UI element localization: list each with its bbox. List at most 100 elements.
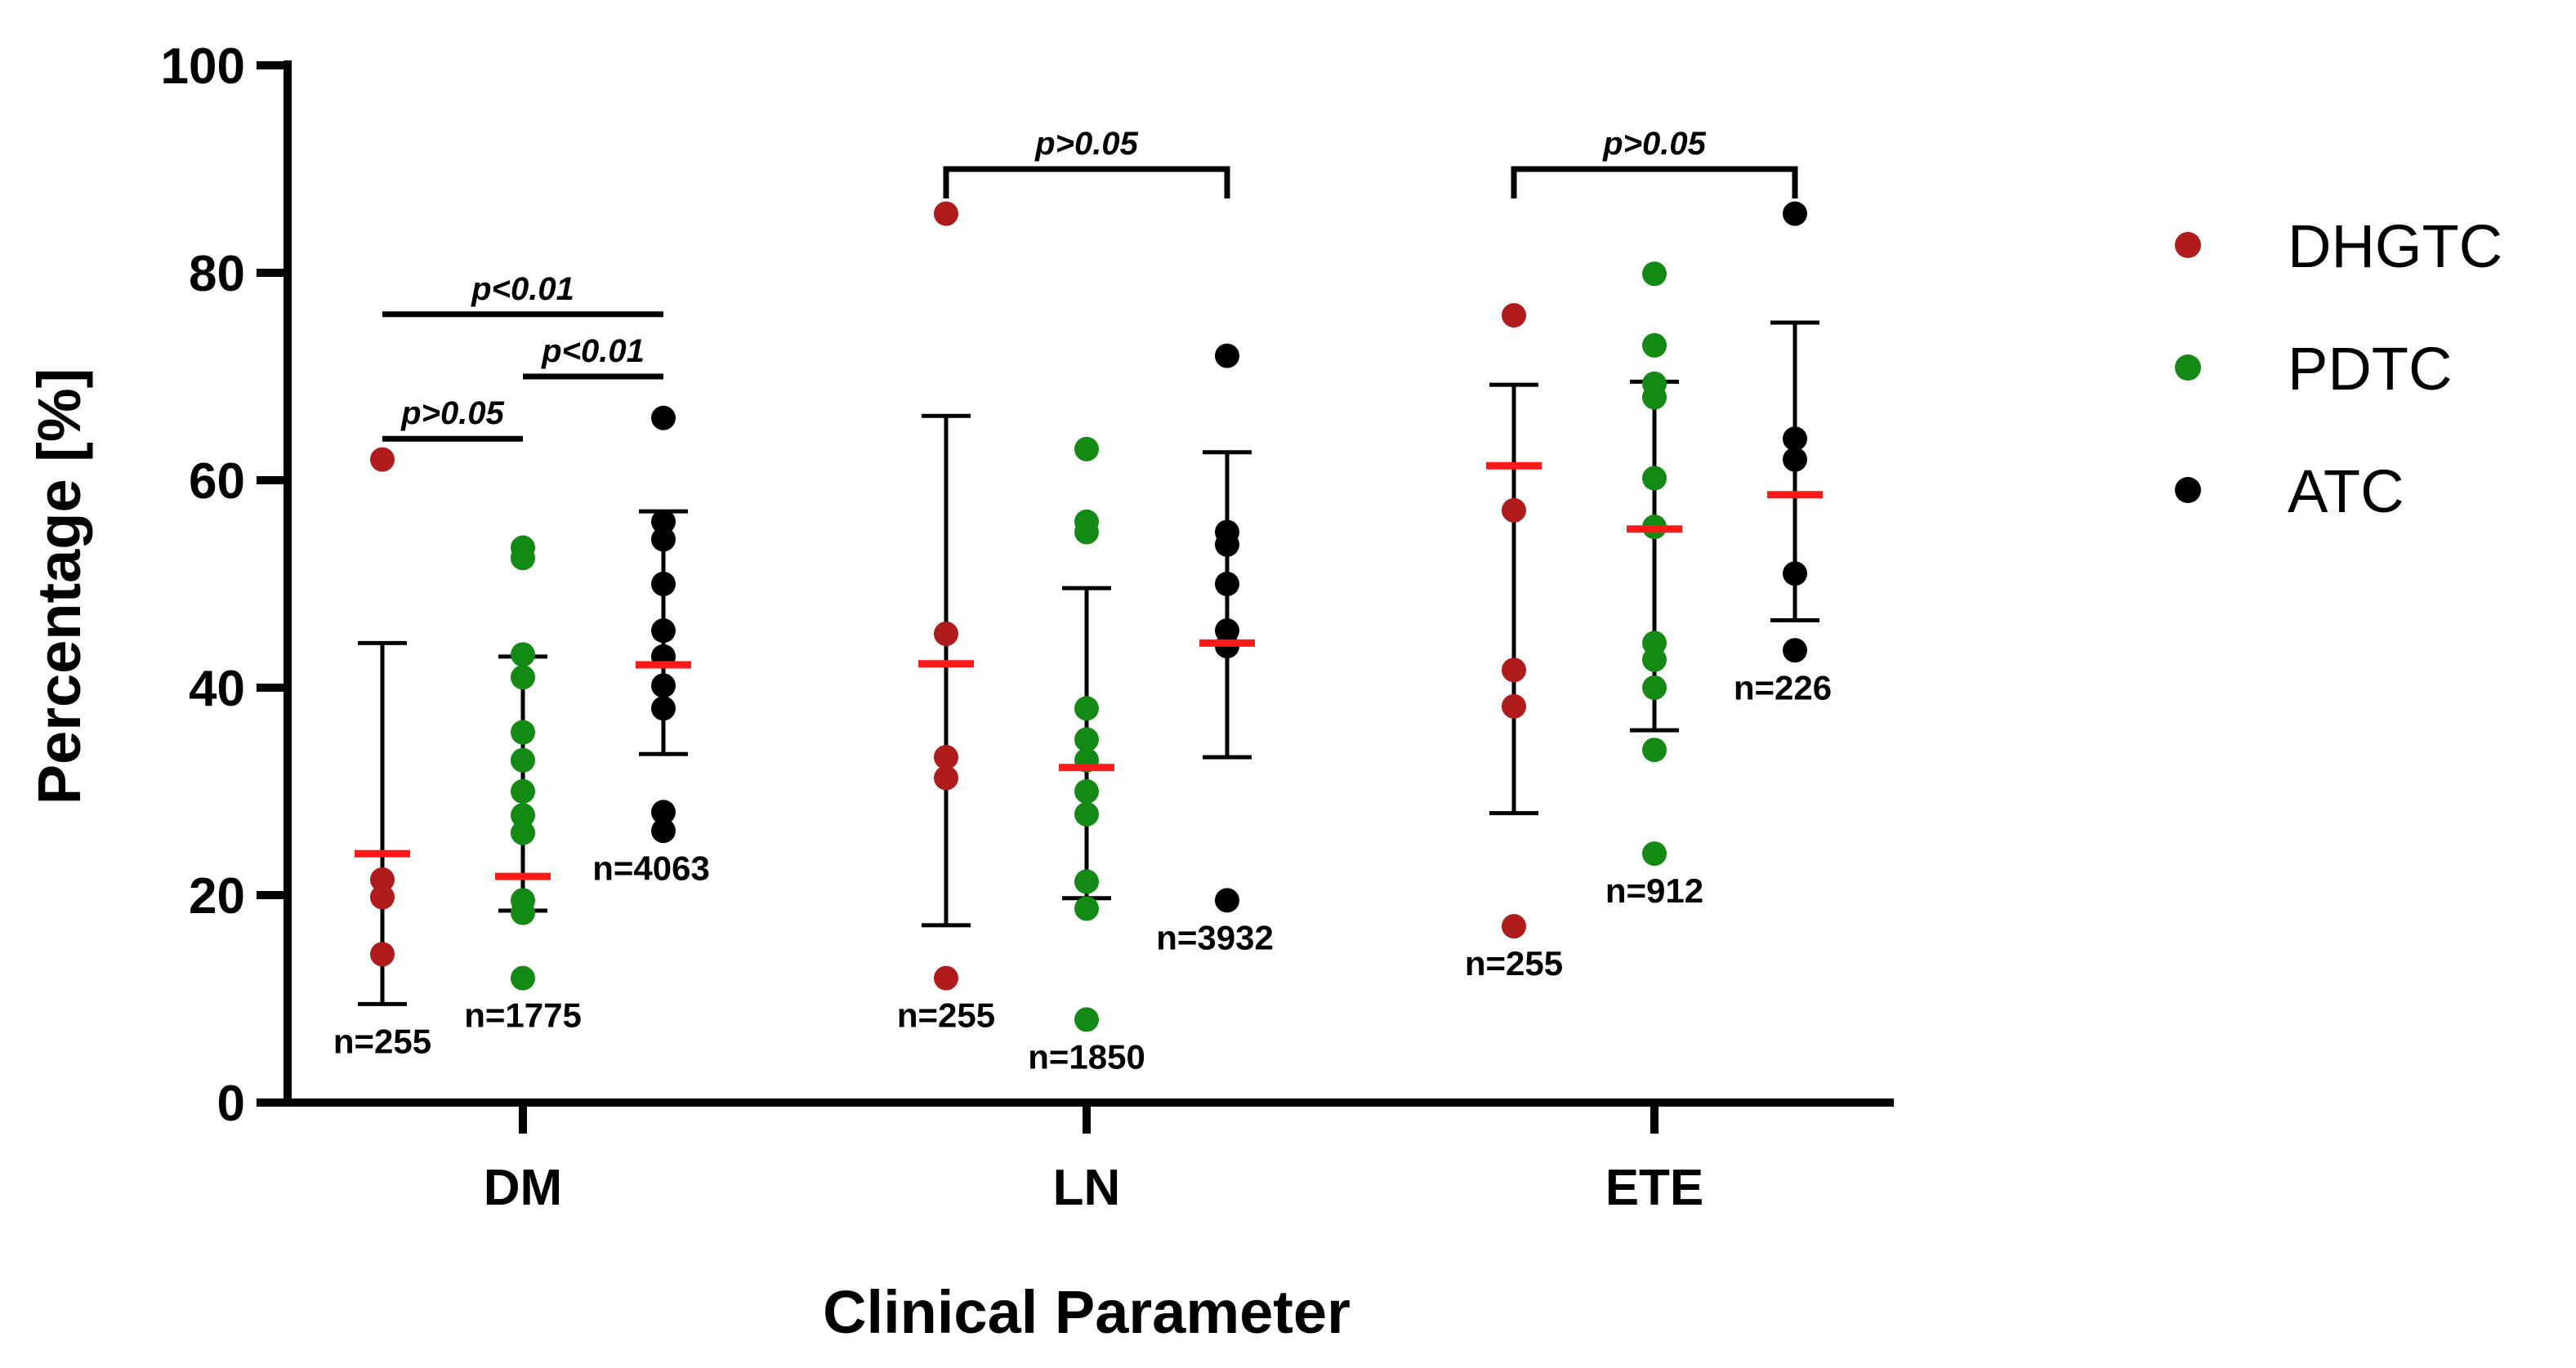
data-point-atc — [1215, 572, 1239, 596]
data-point-atc — [651, 509, 676, 534]
n-label-pdtc-ete: n=912 — [1605, 871, 1703, 910]
x-axis-title: Clinical Parameter — [823, 1278, 1351, 1346]
y-tick-label: 80 — [189, 246, 245, 302]
n-label-atc-ln: n=3932 — [1156, 918, 1274, 956]
data-point-pdtc — [1074, 696, 1099, 721]
data-point-pdtc — [511, 720, 535, 745]
data-point-atc — [651, 405, 676, 430]
significance-brackets: p<0.01 p<0.01 p>0.05 p>0.05 p>0.05 — [382, 126, 1798, 442]
data-point-atc — [1215, 343, 1239, 368]
p-value-label: p<0.01 — [541, 333, 645, 369]
data-point-pdtc — [511, 642, 535, 667]
data-point-pdtc — [511, 747, 535, 773]
data-point-dhgtc — [934, 201, 958, 226]
data-point-pdtc — [1642, 737, 1667, 763]
y-tick-label: 40 — [189, 661, 245, 717]
data-point-pdtc — [1642, 647, 1667, 672]
data-point-dhgtc — [934, 965, 958, 991]
data-point-pdtc — [1074, 519, 1099, 545]
y-tick-label: 60 — [189, 453, 245, 510]
data-point-pdtc — [1074, 869, 1099, 894]
data-point-dhgtc — [1502, 657, 1526, 683]
p-value-label: p<0.01 — [471, 271, 574, 307]
legend: DHGTC PDTC ATC — [2175, 212, 2502, 525]
data-point-dhgtc — [1502, 914, 1526, 939]
legend-label-dhgtc: DHGTC — [2288, 212, 2502, 280]
p-value-label: p>0.05 — [1602, 126, 1706, 162]
y-tick-label: 100 — [161, 38, 245, 95]
data-point-atc — [1783, 426, 1807, 452]
data-point-pdtc — [1074, 436, 1099, 461]
data-point-atc — [651, 818, 676, 844]
data-point-atc — [1783, 447, 1807, 472]
legend-marker-dhgtc — [2175, 232, 2201, 258]
data-points — [370, 201, 1807, 1032]
category-label-ln: LN — [1053, 1160, 1121, 1216]
data-point-pdtc — [511, 803, 535, 828]
data-point-pdtc — [1074, 896, 1099, 921]
category-label-ete: ETE — [1605, 1160, 1704, 1216]
p-value-label: p>0.05 — [400, 395, 504, 431]
data-point-dhgtc — [934, 765, 958, 791]
data-point-pdtc — [1074, 1007, 1099, 1032]
category-label-dm: DM — [484, 1160, 562, 1216]
data-point-pdtc — [1074, 801, 1099, 827]
p-value-label: p>0.05 — [1034, 126, 1138, 162]
n-label-atc-dm: n=4063 — [592, 849, 710, 887]
data-point-dhgtc — [370, 942, 395, 967]
data-point-pdtc — [1642, 841, 1667, 867]
n-label-dhgtc-dm: n=255 — [333, 1022, 431, 1060]
legend-item-pdtc: PDTC — [2175, 335, 2452, 403]
data-point-pdtc — [511, 900, 535, 925]
sample-size-labels: n=255 n=255 n=255 n=1775 n=1850 n=912 n=4063 n=… — [333, 668, 1832, 1076]
data-point-atc — [651, 527, 676, 552]
data-point-atc — [651, 673, 676, 698]
data-point-atc — [651, 572, 676, 596]
data-point-dhgtc — [370, 867, 395, 892]
data-point-dhgtc — [934, 745, 958, 770]
data-point-atc — [1783, 638, 1807, 663]
data-point-atc — [651, 696, 676, 721]
data-point-atc — [1783, 561, 1807, 586]
bracket-ete — [1511, 166, 1798, 198]
n-label-dhgtc-ln: n=255 — [897, 996, 995, 1035]
data-point-pdtc — [511, 965, 535, 991]
data-point-pdtc — [511, 820, 535, 845]
n-label-pdtc-ln: n=1850 — [1028, 1037, 1145, 1076]
legend-marker-atc — [2175, 477, 2201, 503]
data-point-pdtc — [1642, 466, 1667, 491]
data-point-pdtc — [511, 779, 535, 804]
data-point-atc — [1215, 532, 1239, 557]
legend-item-atc: ATC — [2175, 457, 2404, 525]
data-point-dhgtc — [1502, 693, 1526, 719]
legend-label-atc: ATC — [2288, 457, 2404, 525]
data-point-pdtc — [1642, 261, 1667, 287]
data-point-pdtc — [1074, 727, 1099, 752]
data-point-pdtc — [511, 665, 535, 690]
data-point-atc — [651, 618, 676, 644]
y-tick-label: 20 — [189, 868, 245, 925]
n-label-dhgtc-ete: n=255 — [1465, 944, 1563, 983]
data-point-dhgtc — [934, 621, 958, 646]
axes: 0 20 40 60 80 100 DM LN ETE — [161, 38, 1894, 1216]
bracket-ln — [943, 166, 1230, 198]
data-point-pdtc — [511, 546, 535, 571]
mean-markers — [355, 461, 1823, 880]
data-point-pdtc — [1642, 332, 1667, 358]
data-point-dhgtc — [370, 885, 395, 910]
data-point-atc — [1215, 888, 1239, 913]
n-label-atc-ete: n=226 — [1734, 668, 1832, 706]
data-point-atc — [651, 800, 676, 825]
legend-item-dhgtc: DHGTC — [2175, 212, 2502, 280]
data-point-dhgtc — [370, 447, 395, 472]
legend-label-pdtc: PDTC — [2288, 335, 2452, 403]
data-point-atc — [1783, 201, 1807, 226]
data-point-pdtc — [1074, 779, 1099, 804]
data-point-dhgtc — [1502, 303, 1526, 328]
y-tick-label: 0 — [217, 1076, 245, 1132]
legend-marker-pdtc — [2175, 354, 2201, 381]
data-point-pdtc — [1642, 675, 1667, 700]
n-label-pdtc-dm: n=1775 — [464, 996, 582, 1035]
data-point-pdtc — [1642, 385, 1667, 410]
